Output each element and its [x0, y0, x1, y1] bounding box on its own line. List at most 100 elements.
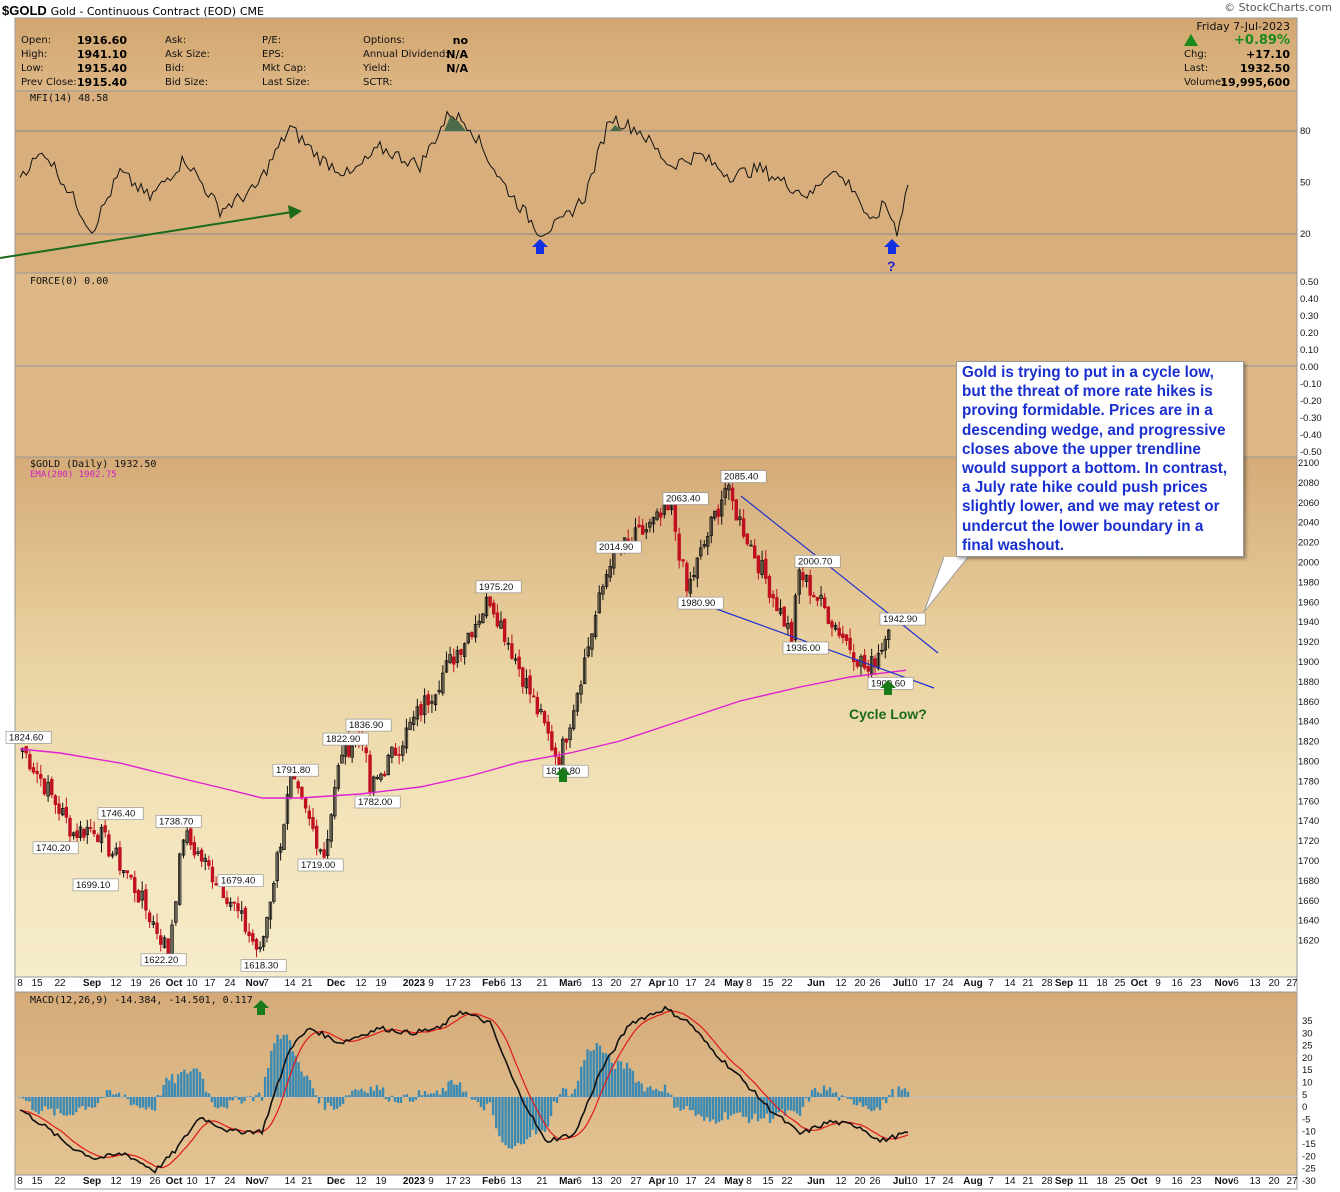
- x-tick-label: 7: [988, 1176, 994, 1187]
- mktcap-label: Mkt Cap:: [262, 63, 307, 74]
- macd-histogram-bar: [510, 1097, 514, 1149]
- macd-tick: 35: [1302, 1016, 1313, 1027]
- candle-body: [771, 594, 775, 599]
- price-label-box: [475, 580, 522, 594]
- macd-histogram-bar: [423, 1091, 427, 1097]
- macd-histogram-bar: [243, 1097, 246, 1102]
- candle-body: [57, 803, 61, 814]
- macd-histogram-bar: [366, 1092, 369, 1097]
- macd-histogram-bar: [25, 1097, 28, 1101]
- x-tick-label: 6: [1233, 1176, 1239, 1187]
- candle-body: [31, 767, 36, 773]
- candle-body: [830, 621, 834, 628]
- price-label: $GOLD (Daily) 1932.50: [30, 459, 157, 470]
- macd-histogram-bar: [846, 1097, 850, 1099]
- x-tick-label: 21: [301, 1176, 313, 1187]
- macd-histogram-bar: [464, 1091, 468, 1097]
- macd-histogram-bar: [570, 1093, 574, 1097]
- options-value: no: [452, 34, 468, 47]
- price-tick: 1940: [1298, 617, 1319, 628]
- x-tick-label: 12: [355, 978, 367, 989]
- x-tick-label: 6: [500, 1176, 506, 1187]
- macd-histogram-bar: [852, 1097, 856, 1105]
- candle-body: [575, 693, 580, 712]
- macd-histogram-bar: [257, 1092, 261, 1097]
- candle-body: [441, 672, 445, 694]
- candle-body: [745, 533, 750, 545]
- green-arrow-head-icon: [288, 205, 302, 219]
- candle-body: [593, 615, 598, 637]
- macd-histogram-bar: [549, 1097, 553, 1117]
- candle-body: [268, 901, 273, 920]
- candle-body: [430, 701, 434, 704]
- candle-body: [535, 696, 540, 715]
- macd-label: MACD(12,26,9) -14.384, -14.501, 0.117: [30, 995, 253, 1006]
- candle-body: [699, 547, 703, 557]
- price-tick: 1680: [1298, 876, 1319, 887]
- candle-body: [28, 754, 32, 770]
- price-tick: 2040: [1298, 518, 1319, 529]
- x-tick-label: 25: [1114, 978, 1126, 989]
- x-tick-label: 17: [685, 978, 697, 989]
- price-tick: 1660: [1298, 896, 1319, 907]
- x-tick-label: Oct: [166, 1176, 183, 1187]
- candle-body: [185, 830, 189, 843]
- macd-histogram-bar: [311, 1088, 315, 1097]
- macd-histogram-bar: [682, 1097, 685, 1110]
- options-label: Options:: [363, 35, 405, 46]
- macd-histogram-bar: [417, 1090, 421, 1097]
- candle-body: [713, 510, 717, 519]
- x-tick-label: 21: [301, 978, 313, 989]
- macd-histogram-bar: [501, 1097, 504, 1143]
- x-tick-label: 22: [54, 1176, 66, 1187]
- candle-body: [822, 597, 827, 609]
- x-tick-label: 20: [610, 978, 622, 989]
- x-tick-label: Jun: [807, 1176, 825, 1187]
- macd-histogram-bar: [260, 1097, 264, 1101]
- candle-body: [368, 754, 372, 793]
- macd-histogram-bar: [885, 1097, 888, 1104]
- candle-body: [50, 779, 54, 796]
- candle-body: [741, 518, 746, 537]
- candle-body: [189, 828, 193, 846]
- macd-histogram-bar: [804, 1097, 808, 1099]
- macd-histogram-bar: [771, 1097, 775, 1119]
- macd-histogram-bar: [586, 1049, 589, 1097]
- x-tick-label: 6: [576, 978, 582, 989]
- candle-body: [706, 535, 710, 547]
- candle-body: [254, 939, 259, 950]
- candle-body: [841, 633, 845, 639]
- candle-body: [136, 890, 141, 903]
- x-tick-label: 21: [536, 978, 548, 989]
- macd-histogram-bar: [735, 1097, 739, 1113]
- candle-body: [786, 623, 790, 629]
- macd-histogram-bar: [831, 1093, 835, 1097]
- volume-label: Volume:: [1184, 77, 1225, 88]
- x-tick-label: Dec: [327, 1176, 346, 1187]
- x-tick-label: 24: [704, 978, 716, 989]
- macd-histogram-bar: [81, 1097, 84, 1107]
- macd-histogram-bar: [240, 1097, 243, 1104]
- macd-histogram-bar: [666, 1092, 670, 1097]
- macd-histogram-bar: [616, 1060, 620, 1097]
- x-tick-label: 8: [746, 1176, 752, 1187]
- candle-body: [702, 544, 706, 547]
- macd-histogram-bar: [513, 1097, 517, 1147]
- candle-body: [114, 847, 118, 855]
- x-tick-label: 6: [576, 1176, 582, 1187]
- price-label-text: 2014.90: [599, 542, 633, 553]
- macd-histogram-bar: [270, 1050, 273, 1097]
- macd-histogram-bar: [303, 1076, 306, 1097]
- macd-histogram-bar: [900, 1089, 903, 1097]
- title-line: $GOLD Gold - Continuous Contract (EOD) C…: [2, 3, 264, 18]
- price-label-text: 1980.90: [681, 598, 715, 609]
- candle-body: [228, 901, 233, 907]
- candle-body: [214, 883, 218, 886]
- macd-tick: -25: [1302, 1164, 1316, 1175]
- price-label-text: 1699.10: [76, 880, 110, 891]
- macd-histogram-bar: [273, 1043, 276, 1097]
- macd-histogram-bar: [183, 1069, 186, 1097]
- volume-value: 19,995,600: [1220, 76, 1290, 89]
- candle-body: [379, 773, 383, 780]
- candle-body: [648, 521, 652, 528]
